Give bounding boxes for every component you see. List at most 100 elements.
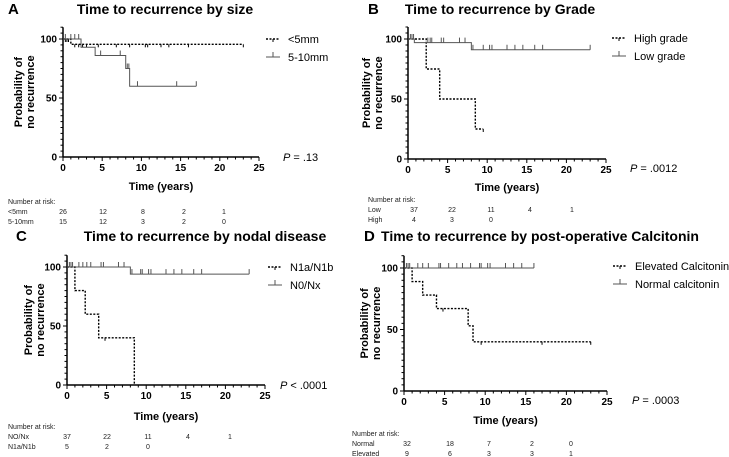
risk-value: 1 — [569, 451, 573, 457]
x-tick-label: 25 — [253, 163, 265, 174]
y-axis-label-line: no recurrence — [25, 55, 37, 128]
risk-value: 9 — [405, 451, 409, 457]
risk-value: 1 — [570, 207, 574, 214]
y-axis-label-line: Probability of — [23, 285, 35, 356]
risk-value: 0 — [489, 217, 493, 224]
p-value-text: = .13 — [290, 152, 318, 164]
x-tick-label: 5 — [99, 163, 105, 174]
x-tick-label: 25 — [600, 165, 612, 176]
p-value: P = .0012 — [630, 163, 677, 175]
risk-table-header: Number at risk: — [352, 431, 400, 438]
risk-row-label: Low — [368, 207, 382, 214]
survival-curve-2 — [408, 38, 591, 51]
panel-letter: B — [368, 1, 379, 18]
x-tick-label: 5 — [445, 165, 451, 176]
risk-row-label: N1a/N1b — [8, 444, 36, 451]
x-tick-label: 20 — [214, 163, 226, 174]
risk-value: 26 — [59, 209, 67, 216]
risk-value: 0 — [222, 219, 226, 226]
legend-label: Elevated Calcitonin — [635, 261, 729, 273]
x-tick-label: 0 — [405, 165, 411, 176]
panel-c: C Time to recurrence by nodal disease 0 5 10… — [8, 228, 333, 451]
risk-value: 3 — [487, 451, 491, 457]
risk-row-label: Elevated — [352, 451, 379, 457]
chart-title: Time to recurrence by size — [77, 1, 254, 17]
risk-row-label: NO/Nx — [8, 434, 30, 441]
y-axis-label-line: no recurrence — [35, 283, 47, 356]
risk-row-label: 5-10mm — [8, 219, 34, 226]
x-tick-label: 10 — [480, 397, 492, 408]
y-tick-label: 50 — [50, 322, 62, 333]
y-tick-label: 0 — [392, 387, 398, 398]
x-tick-label: 0 — [401, 397, 407, 408]
y-tick-label: 0 — [396, 155, 402, 166]
risk-value: 2 — [105, 444, 109, 451]
panel-letter: D — [364, 228, 375, 245]
x-tick-label: 0 — [60, 163, 66, 174]
risk-value: 37 — [63, 434, 71, 441]
y-tick-label: 100 — [44, 263, 61, 274]
chart-title: Time to recurrence by nodal disease — [84, 228, 327, 244]
risk-row-label: <5mm — [8, 209, 28, 216]
survival-curve-1 — [67, 266, 136, 385]
panel-letter: C — [16, 228, 27, 245]
y-axis-label: Probability ofno recurrence — [13, 55, 37, 128]
risk-table-header: Number at risk: — [368, 197, 416, 204]
y-tick-label: 100 — [381, 264, 398, 275]
x-tick-label: 25 — [259, 391, 271, 402]
y-tick-label: 100 — [385, 35, 402, 46]
risk-value: 5 — [65, 444, 69, 451]
x-tick-label: 5 — [104, 391, 110, 402]
risk-value: 3 — [530, 451, 534, 457]
y-axis-label-line: Probability of — [13, 57, 25, 128]
p-value: P = .13 — [283, 152, 318, 164]
p-value-text: = .0012 — [637, 163, 677, 175]
x-axis-label: Time (years) — [475, 182, 540, 194]
risk-value: 8 — [141, 209, 145, 216]
risk-value: 22 — [448, 207, 456, 214]
chart-title: Time to recurrence by post-operative Cal… — [381, 228, 699, 244]
risk-value: 4 — [412, 217, 416, 224]
survival-curve-2 — [63, 38, 197, 87]
p-value-label: P — [630, 163, 638, 175]
risk-value: 3 — [450, 217, 454, 224]
risk-value: 22 — [103, 434, 111, 441]
p-value-label: P — [632, 395, 640, 407]
survival-curve-2 — [67, 266, 250, 275]
x-tick-label: 15 — [520, 397, 532, 408]
risk-table-header: Number at risk: — [8, 424, 56, 431]
risk-value: 2 — [182, 219, 186, 226]
y-tick-label: 50 — [46, 94, 58, 105]
risk-value: 3 — [141, 219, 145, 226]
y-axis-label-line: Probability of — [361, 58, 373, 129]
chart-title: Time to recurrence by Grade — [405, 1, 596, 17]
x-tick-label: 15 — [521, 165, 533, 176]
p-value: P < .0001 — [280, 380, 327, 392]
survival-curve-1 — [63, 38, 244, 46]
x-axis-label: Time (years) — [134, 411, 199, 423]
y-axis-label: Probability ofno recurrence — [359, 287, 383, 360]
risk-value: 6 — [448, 451, 452, 457]
risk-value: 4 — [186, 434, 190, 441]
risk-value: 32 — [403, 441, 411, 448]
legend-label: N1a/N1b — [290, 262, 333, 274]
x-tick-label: 10 — [136, 163, 148, 174]
risk-value: 11 — [144, 434, 151, 441]
x-axis-label: Time (years) — [473, 415, 538, 427]
risk-value: 1 — [228, 434, 232, 441]
p-value-text: < .0001 — [287, 380, 327, 392]
legend-label: Low grade — [634, 51, 685, 63]
legend-label: N0/Nx — [290, 280, 321, 292]
x-tick-label: 20 — [220, 391, 232, 402]
x-tick-label: 10 — [141, 391, 153, 402]
x-tick-label: 5 — [442, 397, 448, 408]
risk-value: 7 — [487, 441, 491, 448]
p-value: P = .0003 — [632, 395, 679, 407]
x-tick-label: 0 — [64, 391, 70, 402]
p-value-label: P — [283, 152, 291, 164]
y-tick-label: 0 — [51, 153, 57, 164]
y-tick-label: 50 — [391, 95, 403, 106]
risk-value: 2 — [182, 209, 186, 216]
legend-label: <5mm — [288, 34, 319, 46]
